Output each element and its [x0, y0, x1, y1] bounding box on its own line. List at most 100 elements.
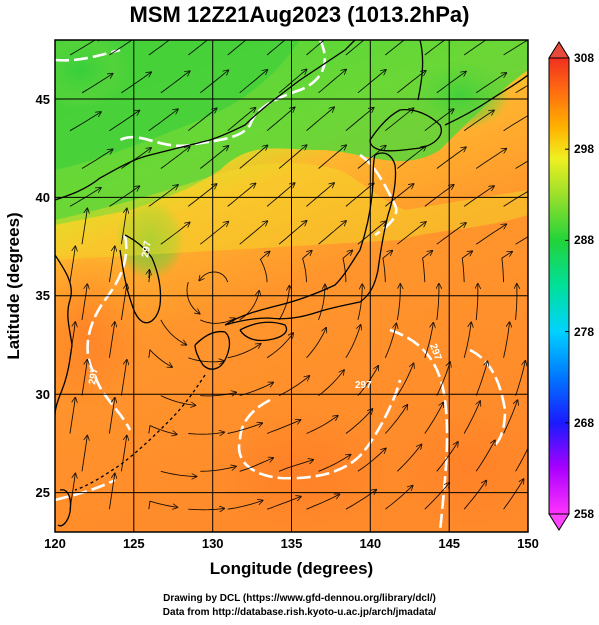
streamline — [188, 108, 216, 132]
streamline — [436, 223, 466, 245]
streamline — [503, 479, 524, 510]
streamline — [227, 501, 263, 510]
streamline — [318, 455, 351, 472]
y-tick-label: 40 — [36, 190, 50, 205]
streamline — [385, 40, 405, 56]
streamline — [199, 271, 229, 283]
streamline — [239, 458, 273, 472]
streamline — [81, 209, 87, 245]
streamline — [69, 398, 75, 434]
streamline — [515, 160, 528, 169]
streamline — [475, 73, 506, 94]
streamline — [200, 70, 228, 94]
streamline — [160, 223, 190, 245]
y-tick-label: 30 — [36, 387, 50, 402]
streamline — [318, 285, 326, 321]
streamline — [266, 497, 301, 510]
streamline — [81, 284, 87, 320]
credit-line-drawing: Drawing by DCL (https://www.gfd-dennou.o… — [163, 593, 436, 604]
streamline — [81, 436, 87, 472]
streamline — [148, 424, 177, 435]
colorbar-tick-label: 258 — [574, 507, 594, 521]
y-ticks: 25 30 35 40 45 — [36, 92, 50, 500]
streamline — [109, 186, 139, 207]
streamline — [200, 318, 235, 324]
streamline — [200, 392, 236, 396]
y-axis-label: Latitude (degrees) — [4, 212, 23, 359]
streamline — [239, 291, 259, 321]
streamline — [200, 222, 228, 245]
streamline — [81, 74, 113, 94]
streamline — [306, 183, 335, 207]
streamline — [266, 40, 286, 56]
streamline — [188, 509, 224, 510]
streamline — [475, 441, 495, 472]
streamline — [463, 481, 486, 510]
streamline — [160, 395, 196, 406]
streamline — [186, 281, 200, 314]
streamline — [160, 319, 186, 345]
streamline — [239, 146, 268, 169]
streamline — [396, 445, 421, 472]
streamline — [69, 40, 101, 56]
streamline — [345, 409, 372, 434]
streamline — [385, 486, 412, 510]
streamline — [436, 72, 466, 94]
streamline — [397, 71, 425, 94]
streamline — [385, 184, 413, 207]
streamline — [461, 251, 472, 283]
colorbar-max-triangle — [548, 41, 570, 59]
streamline — [396, 364, 413, 396]
streamline — [436, 442, 458, 472]
streamline — [108, 247, 114, 283]
streamline — [424, 40, 446, 56]
streamline — [306, 416, 338, 434]
streamline — [120, 436, 126, 472]
streamline — [357, 70, 386, 94]
streamline — [475, 224, 506, 245]
streamline — [69, 247, 75, 283]
streamline — [515, 236, 528, 245]
streamline — [121, 148, 151, 169]
streamline — [121, 72, 151, 94]
credit-line-data: Data from http://database.rish.kyoto-u.a… — [162, 607, 437, 618]
streamline — [278, 286, 289, 321]
x-axis-label: Longitude (degrees) — [210, 559, 373, 578]
streamline — [81, 360, 87, 396]
streamline — [463, 401, 480, 434]
colorbar-tick-label: 268 — [574, 416, 594, 430]
streamline — [266, 183, 295, 207]
streamline — [397, 222, 425, 245]
streamline — [318, 70, 347, 94]
contour-label-group: 297 297 297 297 — [87, 240, 443, 391]
streamline — [200, 466, 236, 472]
streamline — [160, 71, 190, 94]
streamline — [109, 111, 139, 132]
streamline — [396, 284, 400, 320]
streamline — [278, 145, 306, 169]
x-tick-label: 145 — [438, 536, 460, 551]
streamline — [475, 149, 506, 169]
x-tick-label: 120 — [44, 536, 66, 551]
streamline — [200, 146, 228, 169]
streamline — [503, 400, 518, 434]
streamline — [266, 333, 293, 359]
temperature-field: 297 297 297 297 — [55, 40, 528, 532]
streamline — [278, 376, 309, 397]
streamline — [239, 70, 268, 94]
x-tick-label: 140 — [359, 536, 381, 551]
streamline — [476, 284, 478, 320]
colorbar-tick-label: 278 — [574, 325, 594, 339]
streamline — [160, 470, 197, 476]
streamline — [239, 221, 268, 245]
x-tick-label: 130 — [202, 536, 224, 551]
streamline — [306, 328, 327, 359]
streamline — [345, 108, 374, 132]
credits: Drawing by DCL (https://www.gfd-dennou.o… — [0, 592, 599, 620]
streamline — [148, 348, 172, 367]
colorbar-tick-label: 298 — [574, 142, 594, 156]
streamline — [318, 145, 347, 169]
streamline — [342, 251, 352, 283]
streamline — [188, 357, 224, 362]
lat-lon-grid — [55, 40, 528, 532]
